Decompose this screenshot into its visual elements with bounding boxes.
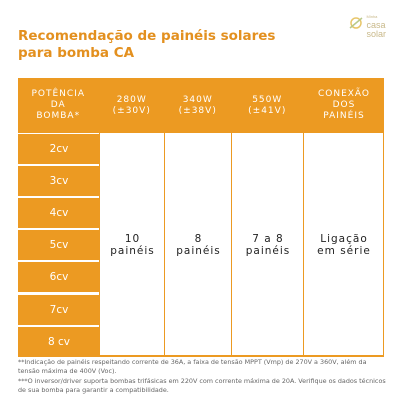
row-label: 8 cv [18, 326, 100, 357]
row-label: 6cv [18, 262, 100, 293]
header-line: (±38V) [178, 105, 217, 116]
column-divider [98, 78, 100, 357]
logo: Minha casa solar [350, 12, 386, 39]
header-line: PAINÉIS [323, 111, 365, 121]
row-label: 5cv [18, 230, 100, 261]
cell-line: em série [317, 245, 371, 258]
merged-cell: 7 a 8 painéis [232, 134, 304, 357]
column-divider [163, 78, 165, 357]
merged-cell: Ligação em série [304, 134, 384, 357]
column-divider [302, 78, 304, 357]
title-line: para bomba CA [18, 45, 135, 61]
column-header: 550W (±41V) [232, 78, 303, 133]
column-header: POTÊNCIA DA BOMBA* [18, 78, 99, 133]
footnote: ***O inversor/driver suporta bombas trif… [18, 377, 386, 394]
header-line: CONEXÃO [317, 89, 371, 99]
cell-line: 7 a 8 [252, 233, 284, 246]
header-line: (±30V) [112, 105, 151, 116]
header-line: 280W [116, 94, 147, 105]
bottom-border [100, 355, 384, 357]
merged-cell: 10 painéis [100, 134, 165, 357]
row-label: 3cv [18, 166, 100, 197]
column-header: 340W (±38V) [165, 78, 231, 133]
header-line: BOMBA* [36, 111, 81, 121]
logo-main: casa [366, 20, 386, 30]
header-line: 550W [252, 94, 283, 105]
cell-line: Ligação [320, 233, 368, 246]
logo-icon [350, 17, 363, 29]
logo-sub: solar [366, 29, 386, 39]
footnote: **Indicação de painéis respeitando corre… [18, 358, 367, 375]
column-header: 280W (±30V) [100, 78, 164, 133]
title-line: Recomendação de painéis solares [18, 28, 276, 44]
cell-line: 8 [194, 233, 203, 246]
header-line: POTÊNCIA [31, 89, 86, 99]
header-line: DA [50, 100, 66, 110]
header-line: DOS [332, 100, 356, 110]
row-label: 7cv [18, 294, 100, 325]
row-label: 4cv [18, 198, 100, 229]
column-header: CONEXÃO DOS PAINÉIS [304, 78, 384, 133]
row-label: 2cv [18, 134, 100, 165]
title: Recomendação de painéis solares para bom… [18, 28, 275, 62]
column-divider [382, 78, 384, 357]
cell-line: painéis [245, 245, 291, 258]
cell-line: 10 [124, 233, 141, 246]
merged-cell: 8 painéis [165, 134, 232, 357]
header-line: 340W [182, 94, 213, 105]
header-line: (±41V) [248, 105, 287, 116]
cell-line: painéis [110, 245, 155, 258]
column-divider [230, 78, 232, 357]
cell-line: painéis [176, 245, 221, 258]
logo-small: Minha [366, 14, 378, 19]
